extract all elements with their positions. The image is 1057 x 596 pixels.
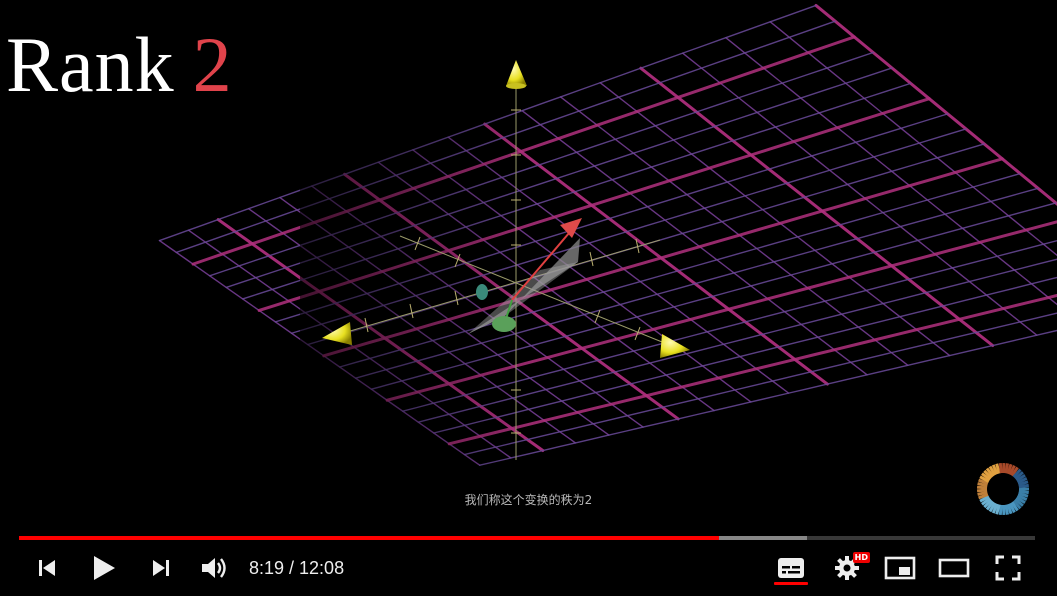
miniplayer-icon — [884, 556, 916, 580]
x-cone — [322, 322, 352, 345]
settings-button[interactable]: HD — [830, 545, 870, 591]
transformed-grid — [158, 3, 1057, 466]
volume-button[interactable] — [196, 545, 234, 591]
grid-line — [725, 37, 1057, 306]
video-overlay-title: Rank 2 — [6, 26, 233, 104]
player-controls: 8:19 / 12:08 — [0, 545, 1057, 591]
captions-button[interactable] — [772, 545, 810, 591]
theater-mode-button[interactable] — [934, 545, 974, 591]
next-button[interactable] — [144, 545, 178, 591]
fullscreen-button[interactable] — [988, 545, 1028, 591]
grid-line — [447, 293, 1057, 446]
teal-arrowhead — [476, 284, 488, 300]
basis-vectors — [468, 218, 582, 334]
play-button[interactable] — [86, 545, 122, 591]
axis-cones — [322, 60, 690, 358]
skip-next-icon — [153, 560, 169, 576]
time-display: 8:19 / 12:08 — [249, 558, 345, 578]
miniplayer-button[interactable] — [880, 545, 920, 591]
red-arrowhead — [560, 218, 582, 238]
title-number: 2 — [192, 21, 233, 108]
loading-spinner-icon — [976, 462, 1029, 516]
caption-text: 我们称这个变换的秩为2 — [464, 493, 593, 507]
x-axis — [339, 239, 661, 335]
skip-previous-icon — [39, 560, 55, 576]
captions-icon — [778, 558, 804, 578]
y-cone — [660, 334, 690, 358]
theater-icon — [938, 558, 970, 578]
captions-active-indicator — [774, 582, 808, 585]
grid-line — [479, 329, 1057, 466]
z-cone — [506, 60, 527, 86]
y-axis — [399, 235, 673, 347]
title-word: Rank — [6, 21, 175, 108]
axes — [339, 80, 673, 460]
previous-button[interactable] — [30, 545, 64, 591]
hd-badge: HD — [852, 552, 870, 563]
progress-bar[interactable] — [19, 533, 1035, 541]
volume-icon — [202, 558, 226, 578]
play-icon — [94, 556, 115, 580]
fullscreen-icon — [995, 555, 1021, 581]
green-arrowhead — [492, 316, 516, 332]
grid-line — [463, 312, 1057, 456]
progress-played — [19, 536, 719, 540]
